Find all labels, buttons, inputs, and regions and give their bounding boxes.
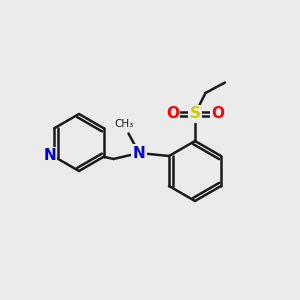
Text: N: N — [44, 148, 56, 163]
Text: CH₃: CH₃ — [114, 119, 134, 129]
Text: S: S — [190, 106, 200, 122]
Text: O: O — [211, 106, 224, 122]
Text: N: N — [133, 146, 146, 160]
Text: O: O — [166, 106, 179, 122]
